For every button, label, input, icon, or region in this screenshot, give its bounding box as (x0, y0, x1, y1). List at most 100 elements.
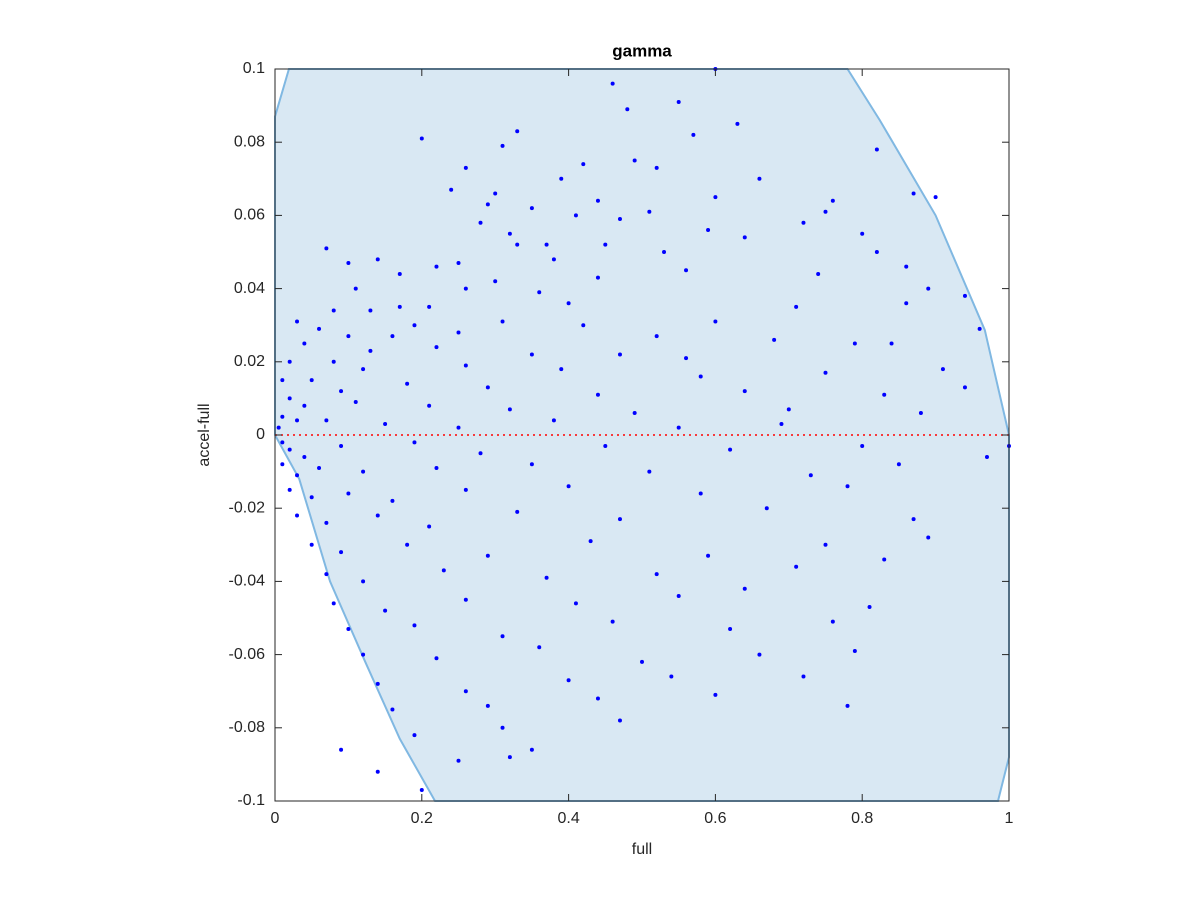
point (302, 454, 307, 459)
point (507, 407, 512, 412)
point (478, 220, 483, 225)
point (375, 257, 380, 262)
point (911, 191, 916, 196)
point (463, 363, 468, 368)
point (830, 198, 835, 203)
point (427, 403, 432, 408)
point (662, 250, 667, 254)
point (353, 286, 358, 291)
x-tick-label: 0.4 (557, 810, 579, 827)
point (317, 465, 322, 470)
point (287, 359, 292, 364)
point (698, 491, 703, 496)
point (808, 473, 813, 478)
point (295, 513, 300, 518)
point (573, 213, 578, 218)
point (390, 498, 395, 503)
point (632, 411, 637, 416)
point (595, 198, 600, 203)
point (713, 195, 718, 200)
point (823, 370, 828, 375)
point (852, 648, 857, 653)
point (339, 389, 344, 394)
point (757, 652, 762, 657)
point (647, 469, 652, 474)
point (816, 271, 821, 276)
point (588, 539, 593, 544)
point (463, 286, 468, 291)
point (397, 304, 402, 309)
point (515, 242, 520, 247)
point (794, 304, 799, 309)
y-tick-label: 0.06 (234, 207, 265, 224)
point (456, 425, 461, 430)
point (412, 623, 417, 628)
point (500, 634, 505, 639)
point (485, 553, 490, 558)
chart-title: gamma (612, 41, 672, 60)
point (339, 443, 344, 448)
point (566, 678, 571, 683)
point (566, 484, 571, 489)
y-tick-label: 0.04 (234, 280, 265, 297)
point (610, 619, 615, 624)
point (845, 703, 850, 708)
point (926, 286, 931, 291)
point (346, 491, 351, 496)
point (647, 209, 652, 214)
point (860, 443, 865, 448)
point (368, 308, 373, 313)
y-tick-label: -0.1 (237, 792, 265, 809)
point (515, 129, 520, 134)
point (845, 484, 850, 489)
point (684, 356, 689, 361)
point (537, 290, 542, 295)
point (287, 396, 292, 401)
point (984, 454, 989, 459)
point (346, 626, 351, 631)
point (463, 689, 468, 694)
point (280, 462, 285, 467)
point (434, 656, 439, 661)
y-axis-label: accel-full (196, 403, 213, 466)
point (287, 487, 292, 492)
point (295, 473, 300, 478)
point (339, 550, 344, 555)
point (456, 260, 461, 265)
point (625, 107, 630, 112)
point (361, 367, 366, 372)
point (735, 121, 740, 126)
point (287, 447, 292, 452)
point (507, 231, 512, 236)
point (933, 195, 938, 200)
point (559, 176, 564, 181)
point (926, 535, 931, 540)
point (427, 524, 432, 529)
point (874, 250, 879, 254)
point (529, 747, 534, 752)
point (860, 231, 865, 236)
point (581, 323, 586, 328)
point (390, 707, 395, 712)
y-tick-label: -0.04 (229, 573, 266, 590)
point (324, 246, 329, 251)
point (493, 191, 498, 196)
point (632, 158, 637, 163)
point (295, 319, 300, 324)
point (617, 217, 622, 222)
point (276, 425, 281, 430)
point (698, 374, 703, 379)
point (786, 407, 791, 412)
point (309, 378, 314, 383)
point (603, 242, 608, 247)
point (324, 418, 329, 423)
point (757, 176, 762, 181)
point (801, 674, 806, 679)
point (434, 345, 439, 350)
x-axis-label: full (632, 841, 652, 858)
point (852, 341, 857, 346)
point (904, 301, 909, 306)
x-tick-label: 0.6 (704, 810, 726, 827)
point (397, 271, 402, 276)
point (940, 367, 945, 372)
